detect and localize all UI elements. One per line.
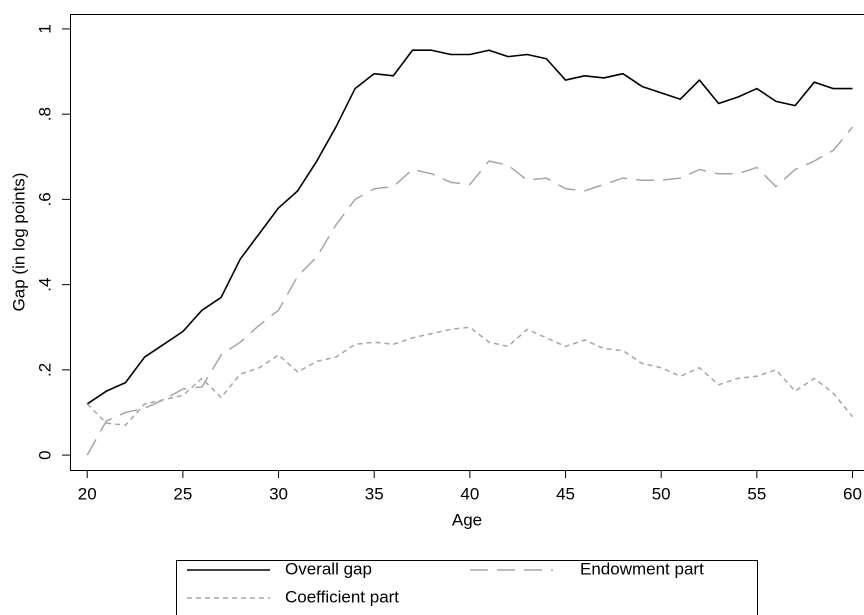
legend-label: Endowment part (580, 559, 704, 578)
series-line (86, 326, 854, 426)
legend-label: Coefficient part (285, 587, 399, 606)
y-axis-label: Gap (in log points) (9, 173, 28, 312)
x-tick-label: 55 (747, 484, 766, 503)
y-tick-label: 0 (35, 450, 54, 459)
legend-label: Overall gap (285, 559, 372, 578)
x-tick-label: 25 (173, 484, 192, 503)
y-tick-label: 1 (35, 24, 54, 33)
x-tick-label: 45 (556, 484, 575, 503)
legend-box (176, 560, 758, 615)
y-tick-label: .8 (35, 107, 54, 121)
x-tick-label: 40 (460, 484, 479, 503)
series-line (86, 126, 854, 456)
y-tick-label: .2 (35, 363, 54, 377)
y-tick-label: .4 (35, 278, 54, 292)
x-tick-label: 50 (652, 484, 671, 503)
x-tick-label: 30 (269, 484, 288, 503)
x-tick-label: 35 (365, 484, 384, 503)
plot-frame (70, 14, 864, 471)
series-line (86, 49, 853, 405)
x-tick-label: 20 (78, 484, 97, 503)
x-tick-label: 60 (843, 484, 862, 503)
y-tick-label: .6 (35, 192, 54, 206)
x-axis-label: Age (452, 510, 482, 529)
